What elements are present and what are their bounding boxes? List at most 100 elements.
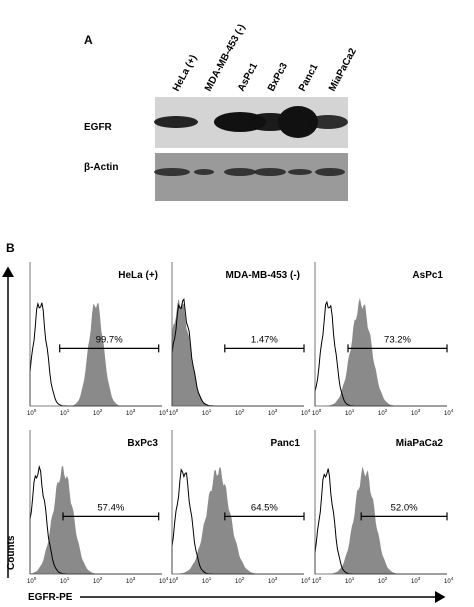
tick-base: 10 — [378, 579, 385, 585]
band — [194, 169, 214, 175]
lane-label: Panc1 — [297, 62, 321, 94]
tick-exp: 3 — [275, 576, 278, 581]
tick-base: 10 — [411, 411, 418, 417]
band — [224, 168, 256, 176]
tick-exp: 3 — [418, 408, 421, 413]
percent: 1.47% — [251, 334, 278, 345]
tick-exp: 0 — [176, 576, 179, 581]
x-tick-label: 102 — [93, 576, 103, 585]
x-tick-label: 101 — [60, 408, 70, 417]
tick-base: 10 — [169, 411, 176, 417]
lane-label: HeLa (+) — [171, 53, 199, 93]
tick-base: 10 — [345, 411, 352, 417]
band — [288, 169, 312, 175]
x-tick-label: 104 — [159, 576, 169, 585]
gate — [59, 344, 160, 353]
tick-exp: 1 — [209, 576, 212, 581]
tick-exp: 1 — [352, 576, 355, 581]
axes — [314, 262, 447, 407]
x-tick-label: 104 — [444, 408, 454, 417]
x-tick-label: 103 — [268, 576, 278, 585]
lane-label: AsPc1 — [236, 61, 260, 94]
tick-base: 10 — [202, 579, 209, 585]
tick-exp: 0 — [319, 408, 322, 413]
tick-exp: 4 — [451, 408, 454, 413]
percent: 99.7% — [96, 334, 123, 345]
tick-base: 10 — [159, 411, 166, 417]
tick-base: 10 — [27, 411, 34, 417]
x-tick-label: 100 — [169, 408, 179, 417]
tick-base: 10 — [27, 579, 34, 585]
tick-base: 10 — [60, 579, 67, 585]
axes — [29, 430, 162, 575]
tick-exp: 4 — [166, 576, 169, 581]
tick-exp: 1 — [209, 408, 212, 413]
filled-histogram — [30, 465, 162, 574]
band — [154, 168, 190, 176]
x-tick-label: 101 — [345, 408, 355, 417]
x-tick-label: 100 — [312, 576, 322, 585]
x-tick-label: 101 — [202, 408, 212, 417]
percent: 64.5% — [251, 502, 278, 513]
x-tick-label: 102 — [378, 576, 388, 585]
tick-exp: 2 — [242, 576, 245, 581]
x-tick-label: 102 — [93, 408, 103, 417]
band — [308, 115, 348, 129]
x-tick-label: 100 — [27, 576, 37, 585]
tick-exp: 0 — [176, 408, 179, 413]
tick-exp: 0 — [319, 576, 322, 581]
panel-name: Panc1 — [271, 438, 301, 449]
gate — [62, 512, 160, 521]
gate — [224, 344, 305, 353]
panel-name: HeLa (+) — [118, 270, 158, 281]
tick-exp: 2 — [385, 408, 388, 413]
tick-base: 10 — [93, 411, 100, 417]
x-label: EGFR-PE — [28, 592, 73, 603]
panel-name: MiaPaCa2 — [396, 438, 444, 449]
tick-base: 10 — [378, 411, 385, 417]
x-tick-label: 100 — [169, 576, 179, 585]
panel-name: BxPc3 — [127, 438, 158, 449]
x-tick-label: 100 — [312, 408, 322, 417]
x-tick-label: 104 — [444, 576, 454, 585]
gate — [224, 512, 305, 521]
x-tick-label: 102 — [235, 576, 245, 585]
tick-exp: 2 — [100, 408, 103, 413]
filled-histogram — [172, 298, 304, 406]
band — [315, 168, 345, 176]
filled-histogram — [172, 466, 304, 574]
tick-exp: 2 — [100, 576, 103, 581]
x-tick-label: 103 — [268, 408, 278, 417]
panel-label: A — [84, 33, 93, 47]
open-histogram — [314, 300, 447, 407]
tick-exp: 3 — [418, 576, 421, 581]
filled-histogram — [30, 303, 162, 406]
tick-base: 10 — [345, 579, 352, 585]
x-tick-label: 100 — [27, 408, 37, 417]
percent: 52.0% — [391, 502, 418, 513]
tick-exp: 4 — [166, 408, 169, 413]
x-tick-label: 102 — [378, 408, 388, 417]
x-tick-label: 104 — [301, 576, 311, 585]
tick-base: 10 — [312, 579, 319, 585]
tick-base: 10 — [60, 411, 67, 417]
row-label: β-Actin — [84, 162, 118, 173]
tick-base: 10 — [411, 579, 418, 585]
tick-base: 10 — [159, 579, 166, 585]
tick-base: 10 — [235, 411, 242, 417]
panel-label: B — [6, 241, 15, 255]
tick-base: 10 — [235, 579, 242, 585]
x-tick-label: 103 — [411, 408, 421, 417]
tick-base: 10 — [126, 411, 133, 417]
tick-exp: 2 — [242, 408, 245, 413]
x-tick-label: 104 — [159, 408, 169, 417]
lane-label: MiaPaCa2 — [327, 46, 359, 93]
filled-histogram — [315, 466, 447, 574]
